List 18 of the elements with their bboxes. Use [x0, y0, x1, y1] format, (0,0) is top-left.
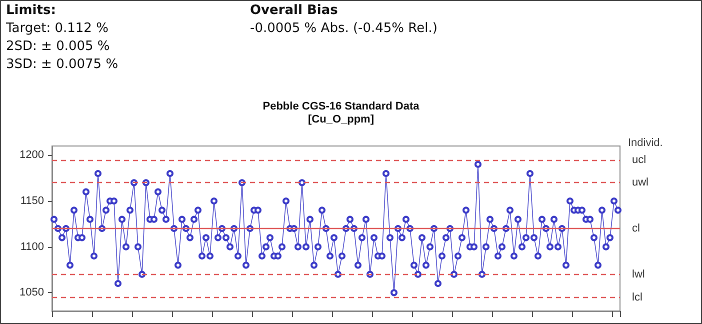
ref-line-label: lcl: [632, 291, 642, 304]
text: 3SD: ± 0.0075 %: [6, 56, 118, 74]
chart-title: Pebble CGS-16 Standard Data: [262, 100, 420, 112]
ref-line-label: lwl: [632, 268, 645, 280]
ref-line-label: ucl: [632, 154, 646, 166]
text: Overall Bias: [250, 2, 338, 20]
ref-line-label: cl: [632, 222, 640, 234]
ref-line-label: uwl: [632, 176, 649, 189]
chart-subtitle: [Cu_O_ppm]: [308, 114, 374, 126]
text: Limits:: [6, 2, 56, 20]
y-tick-label: 1100: [20, 240, 44, 253]
y-tick-label: 1150: [20, 195, 44, 207]
y-tick-label: 1200: [20, 149, 44, 162]
text: 2SD: ± 0.005 %: [6, 38, 110, 56]
text: Target: 0.112 %: [6, 20, 108, 38]
y-tick-label: 1050: [20, 286, 44, 299]
text: -0.0005 % Abs. (-0.45% Rel.): [250, 20, 438, 38]
text: Individ.: [628, 136, 663, 151]
